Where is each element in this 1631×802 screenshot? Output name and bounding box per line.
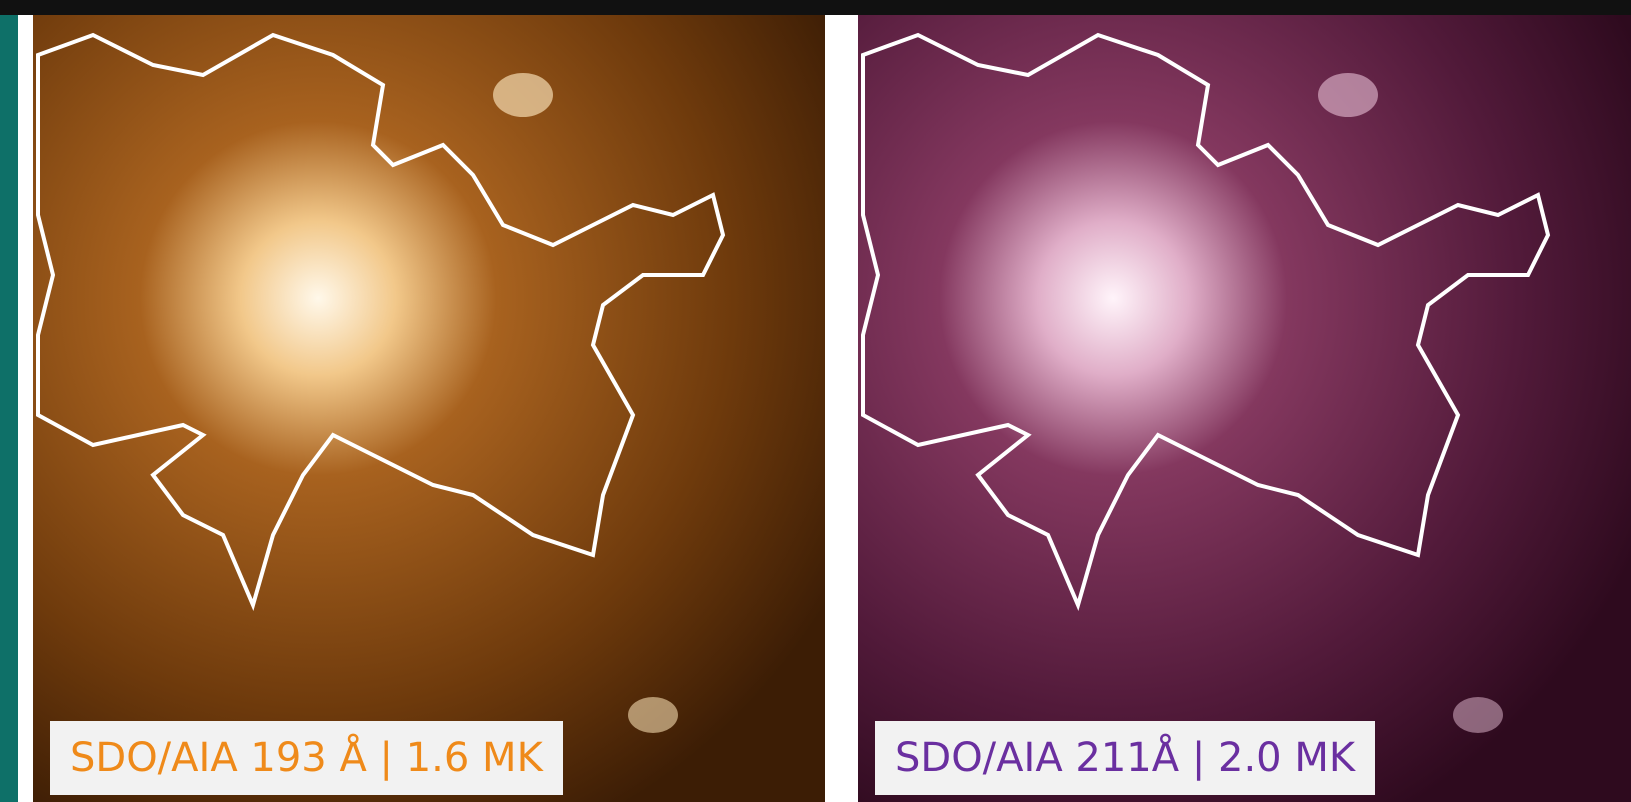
panel-label: SDO/AIA 211Å | 2.0 MK — [875, 721, 1375, 795]
top-border — [0, 0, 1631, 15]
solar-image — [858, 15, 1631, 802]
spacer — [18, 0, 33, 802]
solar-image — [33, 15, 825, 802]
side-bar — [0, 0, 18, 802]
panel-label: SDO/AIA 193 Å | 1.6 MK — [50, 721, 563, 795]
image-panel: SDO/AIA 193 Å | 1.6 MK — [33, 15, 825, 802]
image-panel: SDO/AIA 211Å | 2.0 MK — [858, 15, 1631, 802]
page: SDO/AIA 193 Å | 1.6 MK SDO/AIA 211Å | 2.… — [0, 0, 1631, 802]
spacer — [825, 0, 858, 802]
